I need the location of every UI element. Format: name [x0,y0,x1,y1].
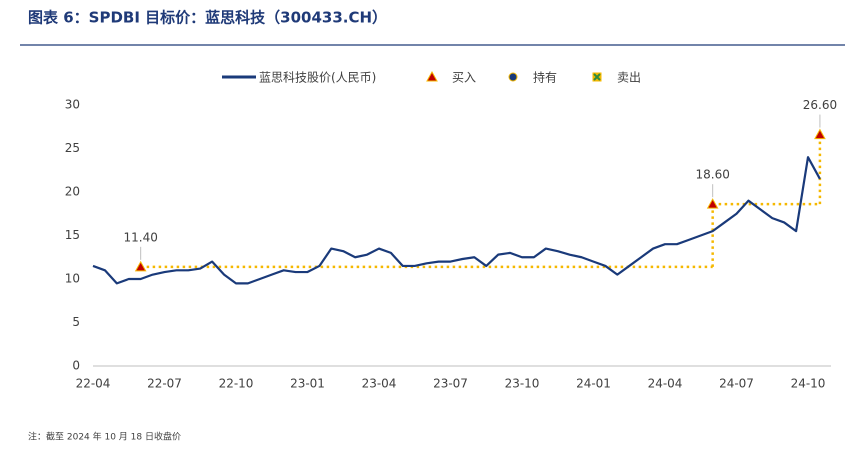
y-tick-label: 30 [65,98,80,112]
marker [706,198,719,209]
legend-label: 卖出 [617,71,641,85]
y-tick-label: 20 [65,185,80,199]
x-tick-label: 22-10 [219,377,254,391]
x-tick-label: 23-04 [362,377,397,391]
x-tick-label: 24-07 [719,377,754,391]
marker [134,260,147,272]
marker [426,70,438,82]
marker [508,72,518,82]
y-tick-label: 0 [72,359,80,373]
x-tick-label: 23-07 [433,377,468,391]
x-tick-label: 22-07 [147,377,182,391]
y-tick-label: 10 [65,272,80,286]
marker [814,128,826,140]
target-label: 26.60 [803,98,837,112]
x-tick-label: 24-04 [648,377,683,391]
x-tick-label: 22-04 [76,377,111,391]
target-label: 18.60 [695,168,729,182]
x-tick-label: 24-10 [791,377,826,391]
legend-label: 持有 [533,70,557,85]
legend-label: 买入 [452,71,476,85]
price-line [92,156,821,285]
legend-label: 蓝思科技股价(人民币) [259,71,376,85]
y-tick-label: 5 [72,315,80,329]
x-tick-label: 23-01 [290,377,325,391]
y-tick-label: 15 [65,228,80,242]
note: 注：截至 2024 年 10 月 18 日收盘价 [28,431,181,443]
title: 图表 6：SPDBI 目标价：蓝思科技（300433.CH） [28,9,387,27]
marker-cross [593,73,601,81]
x-tick-label: 23-10 [505,377,540,391]
y-tick-label: 25 [65,141,80,155]
x-tick-label: 24-01 [576,377,611,391]
target-label: 11.40 [123,230,157,244]
